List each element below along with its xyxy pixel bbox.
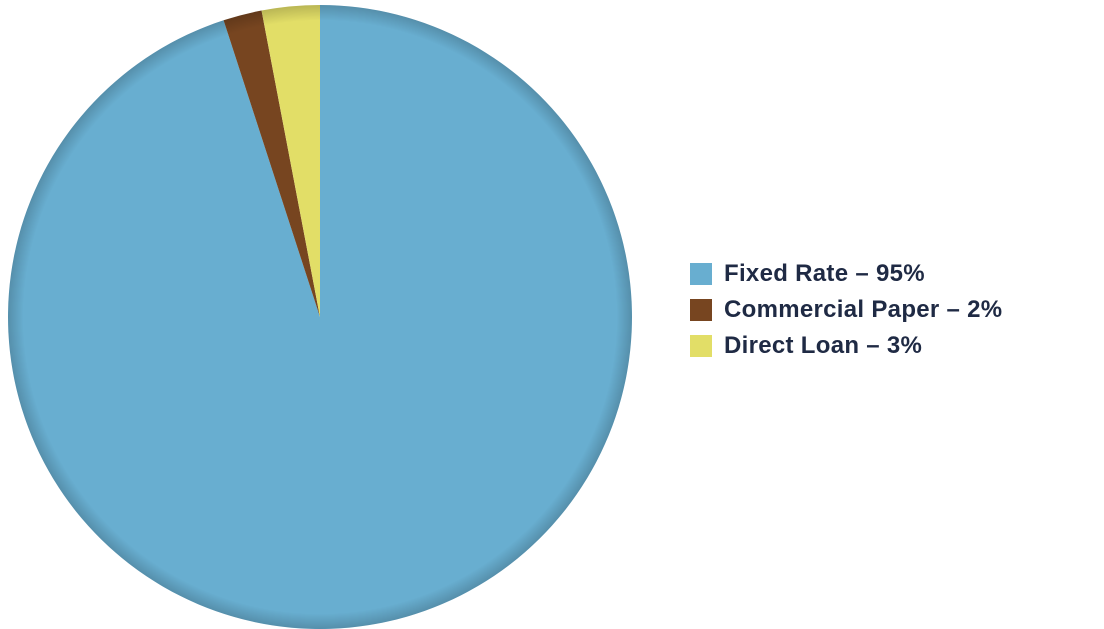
legend-label-fixed-rate: Fixed Rate – 95%	[724, 260, 925, 287]
pie-slices	[7, 5, 632, 629]
legend-item-direct-loan: Direct Loan – 3%	[690, 328, 1002, 364]
legend-label-direct-loan: Direct Loan – 3%	[724, 332, 923, 359]
legend-item-fixed-rate: Fixed Rate – 95%	[690, 256, 1002, 292]
legend: Fixed Rate – 95% Commercial Paper – 2% D…	[690, 256, 1002, 364]
pie-chart	[7, 5, 632, 629]
legend-label-commercial-paper: Commercial Paper – 2%	[724, 296, 1003, 323]
legend-swatch-direct-loan	[690, 335, 712, 357]
legend-swatch-commercial-paper	[690, 299, 712, 321]
legend-item-commercial-paper: Commercial Paper – 2%	[690, 292, 1002, 328]
legend-swatch-fixed-rate	[690, 263, 712, 285]
